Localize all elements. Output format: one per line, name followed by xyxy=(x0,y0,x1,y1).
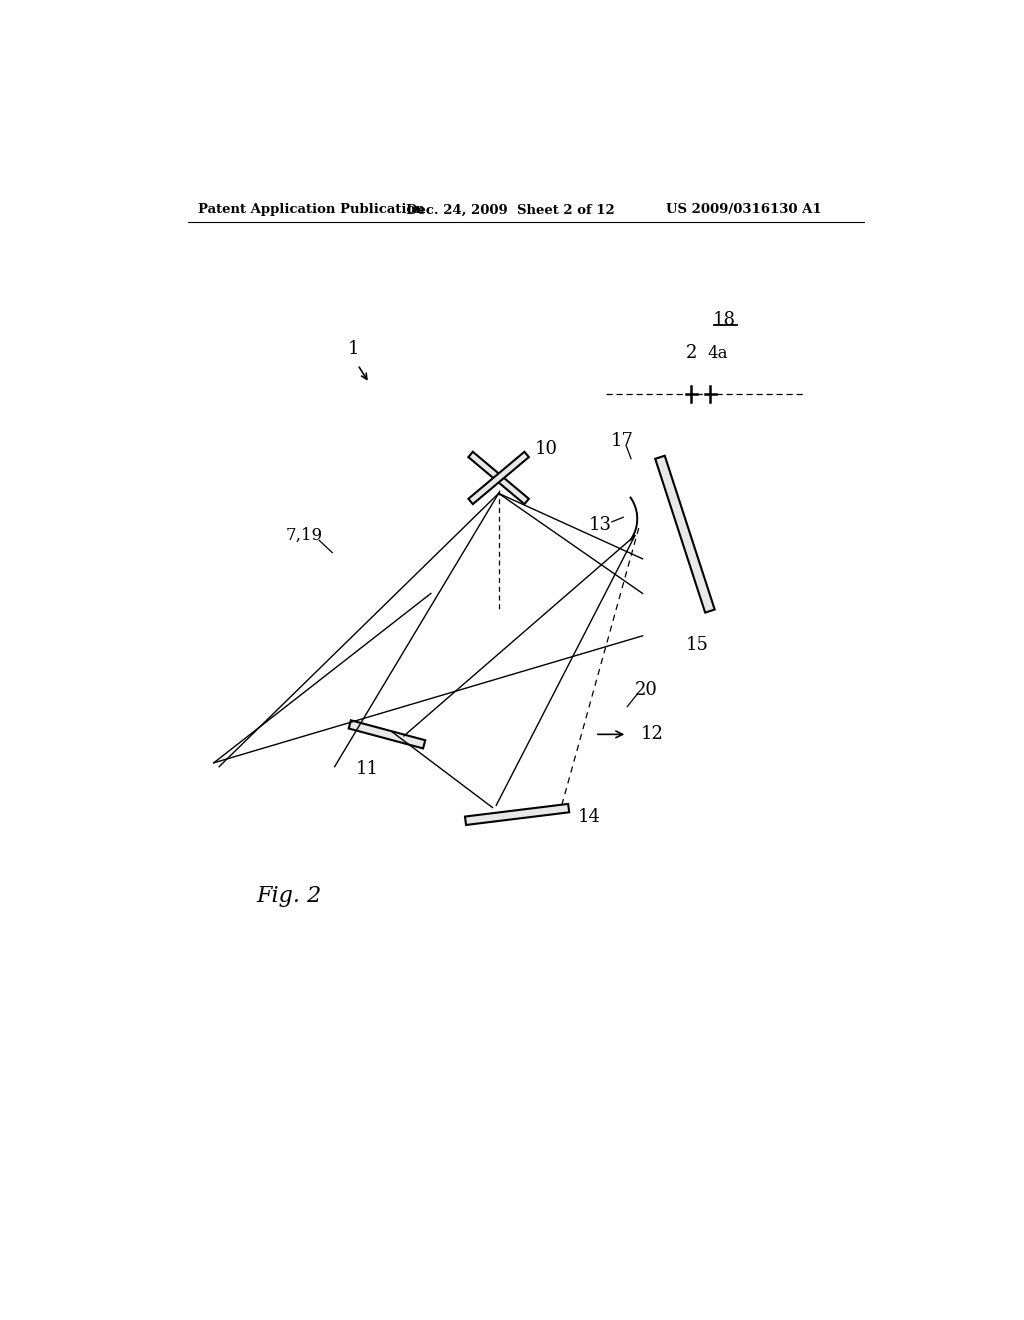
Text: 10: 10 xyxy=(535,441,558,458)
Bar xyxy=(468,451,528,504)
Text: 13: 13 xyxy=(589,516,611,533)
Text: Dec. 24, 2009  Sheet 2 of 12: Dec. 24, 2009 Sheet 2 of 12 xyxy=(407,203,615,216)
Bar xyxy=(465,804,569,825)
Bar xyxy=(349,721,425,748)
Text: 17: 17 xyxy=(610,432,633,450)
Text: 20: 20 xyxy=(635,681,657,698)
Text: 11: 11 xyxy=(356,760,379,777)
Text: US 2009/0316130 A1: US 2009/0316130 A1 xyxy=(666,203,821,216)
Text: 14: 14 xyxy=(578,808,601,826)
Bar xyxy=(468,451,528,504)
Text: Patent Application Publication: Patent Application Publication xyxy=(199,203,425,216)
Text: 18: 18 xyxy=(713,312,735,329)
Text: 15: 15 xyxy=(686,636,709,653)
Text: 12: 12 xyxy=(641,726,664,743)
Text: 2: 2 xyxy=(685,345,696,362)
Text: Fig. 2: Fig. 2 xyxy=(256,886,322,907)
Text: 1: 1 xyxy=(348,341,359,358)
Text: 7,19: 7,19 xyxy=(286,527,323,544)
Text: 4a: 4a xyxy=(707,345,727,362)
Bar xyxy=(655,455,715,612)
